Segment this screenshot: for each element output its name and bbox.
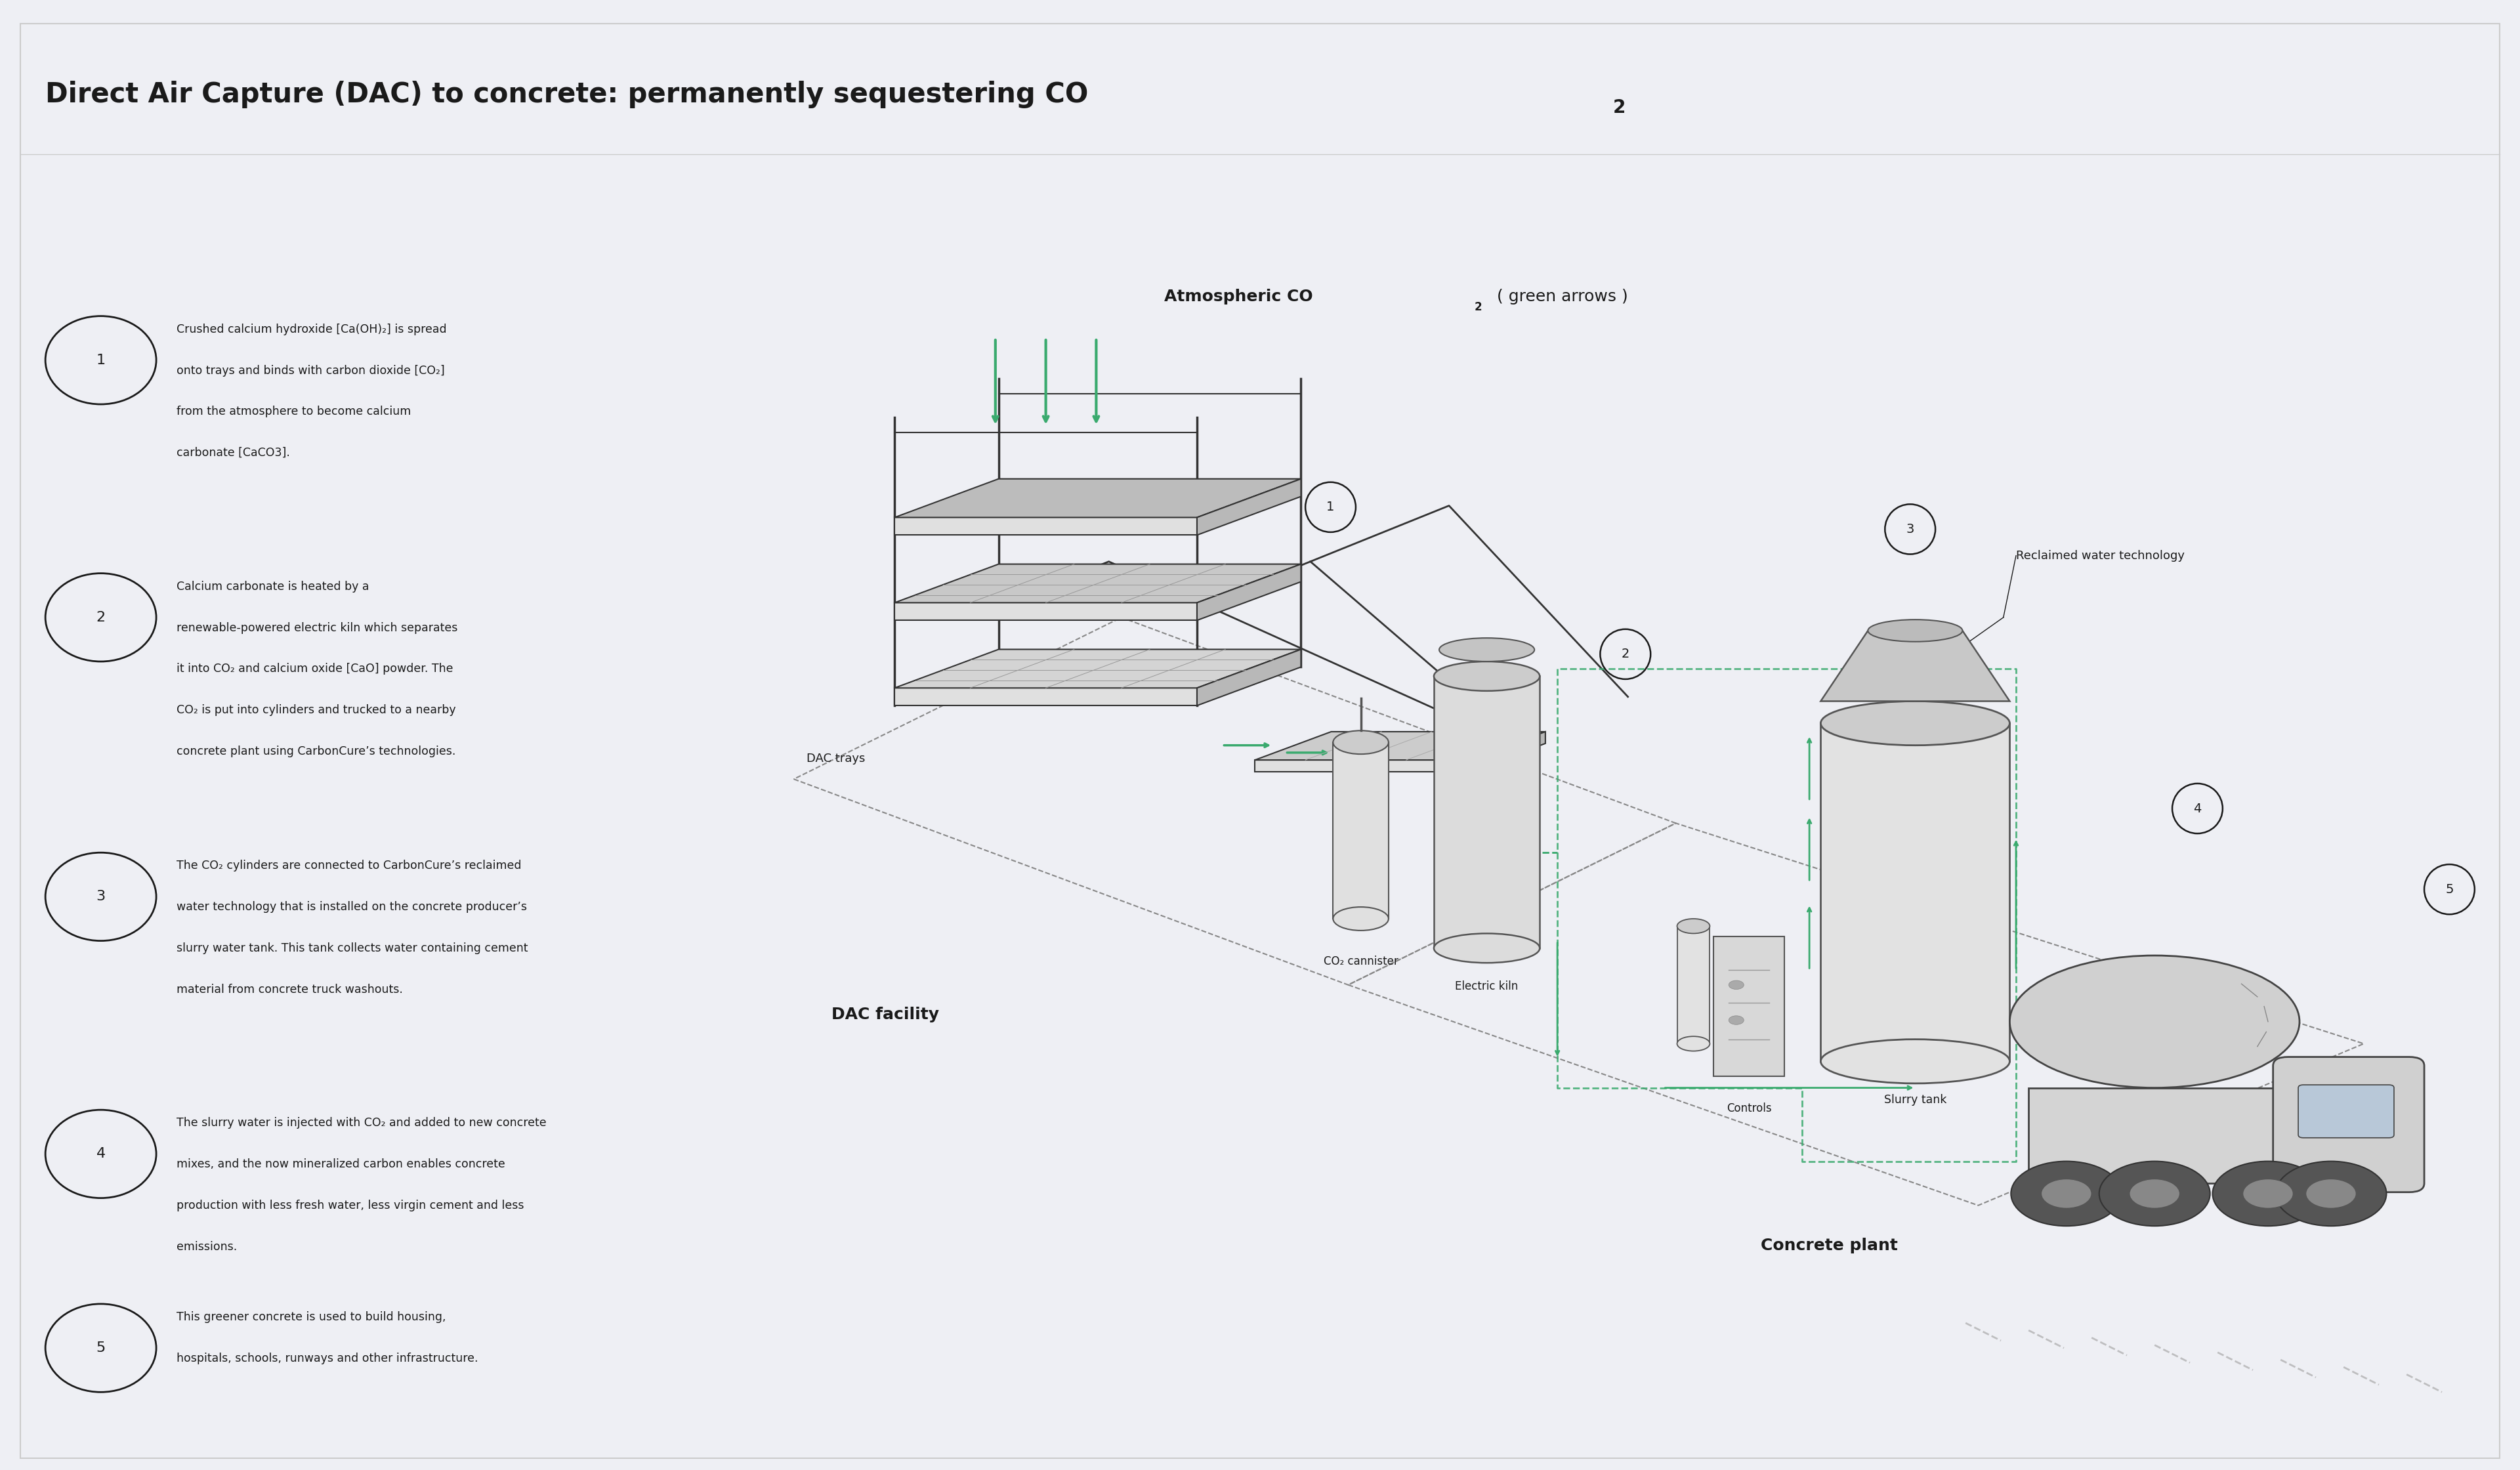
Circle shape [2243,1179,2293,1208]
Circle shape [1729,980,1744,989]
Circle shape [2276,1161,2386,1226]
Text: CO₂ is put into cylinders and trucked to a nearby: CO₂ is put into cylinders and trucked to… [176,704,456,716]
FancyBboxPatch shape [1333,742,1389,919]
Text: 4: 4 [96,1148,106,1160]
Text: Electric kiln: Electric kiln [1454,980,1520,992]
Polygon shape [895,603,1197,620]
Ellipse shape [1434,662,1540,691]
FancyBboxPatch shape [2029,1088,2318,1183]
Text: Calcium carbonate is heated by a: Calcium carbonate is heated by a [176,581,368,592]
Text: 5: 5 [96,1342,106,1354]
Text: concrete plant using CarbonCure’s technologies.: concrete plant using CarbonCure’s techno… [176,745,456,757]
Polygon shape [895,564,1300,603]
Text: renewable-powered electric kiln which separates: renewable-powered electric kiln which se… [176,622,459,634]
Text: slurry water tank. This tank collects water containing cement: slurry water tank. This tank collects wa… [176,942,527,954]
Circle shape [2011,1161,2122,1226]
Text: 2: 2 [96,612,106,623]
Polygon shape [1819,631,2011,701]
Text: carbonate [CaCO3].: carbonate [CaCO3]. [176,447,290,459]
Polygon shape [1197,650,1300,706]
Text: production with less fresh water, less virgin cement and less: production with less fresh water, less v… [176,1200,524,1211]
Text: it into CO₂ and calcium oxide [CaO] powder. The: it into CO₂ and calcium oxide [CaO] powd… [176,663,454,675]
Polygon shape [895,479,1300,517]
Ellipse shape [2008,956,2298,1088]
Text: Crushed calcium hydroxide [Ca(OH)₂] is spread: Crushed calcium hydroxide [Ca(OH)₂] is s… [176,323,446,335]
FancyBboxPatch shape [1714,936,1784,1076]
Polygon shape [1469,732,1545,772]
Ellipse shape [1819,1039,2011,1083]
Text: emissions.: emissions. [176,1241,237,1252]
Text: Reclaimed water technology: Reclaimed water technology [2016,550,2185,562]
Polygon shape [1255,760,1469,772]
Polygon shape [1197,479,1300,535]
Text: mixes, and the now mineralized carbon enables concrete: mixes, and the now mineralized carbon en… [176,1158,504,1170]
Circle shape [2306,1179,2356,1208]
Ellipse shape [1678,919,1709,933]
Text: CO₂ cannister: CO₂ cannister [1323,956,1399,967]
Polygon shape [895,650,1300,688]
Circle shape [2041,1179,2092,1208]
Polygon shape [895,688,1197,706]
Circle shape [2099,1161,2210,1226]
Ellipse shape [1434,933,1540,963]
FancyBboxPatch shape [2298,1085,2394,1138]
FancyBboxPatch shape [1678,926,1711,1044]
FancyBboxPatch shape [1819,723,2011,1061]
Ellipse shape [1333,907,1389,931]
Text: 1: 1 [96,354,106,366]
Text: 1: 1 [1326,501,1336,513]
Text: water technology that is installed on the concrete producer’s: water technology that is installed on th… [176,901,527,913]
Ellipse shape [1333,731,1389,754]
Polygon shape [1255,732,1545,760]
Circle shape [2213,1161,2323,1226]
Ellipse shape [1678,1036,1709,1051]
Text: 5: 5 [2444,883,2454,895]
Ellipse shape [1819,701,2011,745]
Text: The slurry water is injected with CO₂ and added to new concrete: The slurry water is injected with CO₂ an… [176,1117,547,1129]
Text: 4: 4 [2192,803,2202,814]
FancyBboxPatch shape [1434,676,1540,948]
Text: 2: 2 [1613,98,1625,118]
Text: Controls: Controls [1726,1102,1772,1114]
Text: Direct Air Capture (DAC) to concrete: permanently sequestering CO: Direct Air Capture (DAC) to concrete: pe… [45,81,1089,109]
Text: Slurry tank: Slurry tank [1885,1094,1945,1105]
Text: This greener concrete is used to build housing,: This greener concrete is used to build h… [176,1311,446,1323]
Text: 2: 2 [1474,301,1482,313]
Text: onto trays and binds with carbon dioxide [CO₂]: onto trays and binds with carbon dioxide… [176,365,444,376]
Text: ( green arrows ): ( green arrows ) [1492,290,1628,304]
Circle shape [1729,1016,1744,1025]
FancyBboxPatch shape [2273,1057,2424,1192]
Text: from the atmosphere to become calcium: from the atmosphere to become calcium [176,406,411,417]
Text: 2: 2 [1620,648,1630,660]
Text: DAC facility: DAC facility [832,1007,940,1023]
Text: Atmospheric CO: Atmospheric CO [1164,290,1313,304]
Polygon shape [1197,564,1300,620]
Text: DAC trays: DAC trays [806,753,864,764]
Text: 3: 3 [96,891,106,903]
Text: The CO₂ cylinders are connected to CarbonCure’s reclaimed: The CO₂ cylinders are connected to Carbo… [176,860,522,872]
Polygon shape [895,517,1197,535]
Text: 3: 3 [1905,523,1915,535]
Text: hospitals, schools, runways and other infrastructure.: hospitals, schools, runways and other in… [176,1352,479,1364]
Ellipse shape [1439,638,1535,662]
Text: material from concrete truck washouts.: material from concrete truck washouts. [176,983,403,995]
Text: Concrete plant: Concrete plant [1761,1238,1898,1254]
Ellipse shape [1867,620,1963,641]
Circle shape [2129,1179,2180,1208]
